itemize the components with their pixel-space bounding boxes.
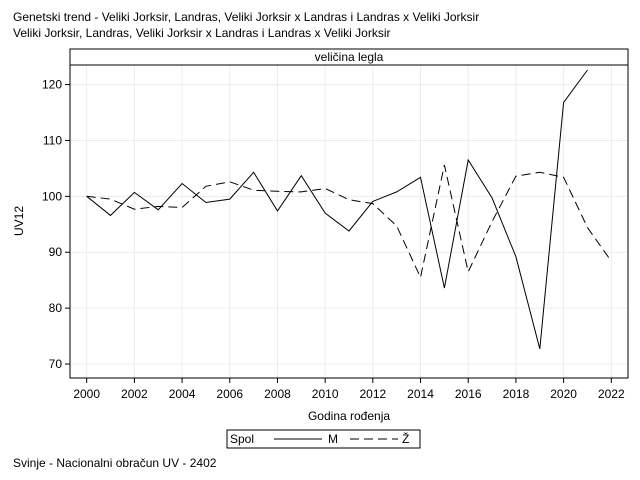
chart-title-line-2: Veliki Jorksir, Landras, Veliki Jorksir … [13,26,391,40]
y-tick-label: 80 [49,301,63,315]
x-tick-label: 2020 [550,387,577,401]
x-tick-label: 2008 [264,387,291,401]
y-tick-label: 110 [43,133,62,147]
panel-label: veličina legla [315,50,384,64]
legend-box [226,429,421,449]
x-tick-label: 2022 [598,387,625,401]
chart-title-line-1: Genetski trend - Veliki Jorksir, Landras… [13,10,480,24]
legend-label-m: M [328,432,338,446]
x-axis: 2000 2002 2004 2006 2008 2010 2012 2014 2016 2018… [73,378,625,401]
plot-area [69,64,629,379]
x-tick-label: 2014 [407,387,434,401]
x-tick-label: 2006 [216,387,243,401]
x-tick-label: 2004 [169,387,196,401]
x-axis-title: Godina rođenja [308,409,390,423]
grid [70,65,628,378]
x-tick-label: 2018 [503,387,530,401]
footnote: Svinje - Nacionalni obračun UV - 2402 [13,456,217,470]
x-tick-label: 2010 [312,387,339,401]
y-axis-title: UV12 [12,206,26,236]
legend: Spol M Ž [226,429,421,449]
series-line-z [86,164,612,279]
y-tick-label: 90 [49,245,63,259]
x-tick-label: 2012 [359,387,386,401]
legend-title: Spol [230,432,254,446]
series-group [86,69,612,350]
y-axis: 70 80 90 100 110 120 [42,78,70,371]
x-tick-label: 2016 [455,387,482,401]
legend-label-z: Ž [402,431,409,446]
y-tick-label: 100 [42,189,62,203]
y-tick-label: 70 [49,357,63,371]
x-tick-label: 2002 [121,387,148,401]
x-tick-label: 2000 [73,387,100,401]
y-tick-label: 120 [42,78,62,92]
series-line-m [86,69,588,350]
